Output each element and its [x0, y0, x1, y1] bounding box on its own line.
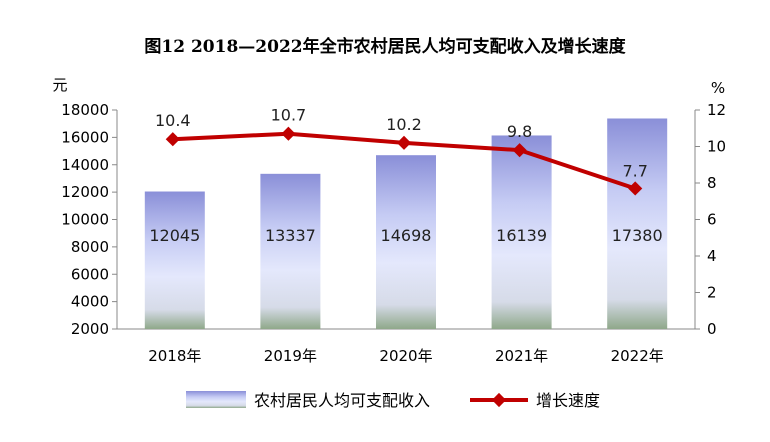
growth-rate-value-label: 10.4	[155, 111, 191, 130]
growth-rate-value-label: 10.7	[271, 106, 307, 125]
growth-rate-value-label: 10.2	[386, 115, 422, 134]
right-tick-label: 6	[707, 211, 717, 229]
income-bar	[491, 135, 552, 329]
left-tick-label: 6000	[71, 265, 109, 283]
growth-rate-point	[396, 135, 412, 150]
growth-rate-point	[512, 143, 527, 158]
growth-rate-point	[165, 132, 180, 147]
right-tick-label: 8	[707, 174, 717, 192]
left-tick-label: 12000	[61, 183, 109, 201]
legend-line-label: 增长速度	[536, 391, 600, 410]
income-bar	[607, 118, 668, 329]
growth-rate-value-label: 9.8	[507, 122, 532, 141]
growth-rate-value-label: 7.7	[622, 161, 647, 180]
left-tick-label: 10000	[61, 211, 109, 229]
chart-title: 图12 2018—2022年全市农村居民人均可支配收入及增长速度	[144, 37, 626, 57]
x-category-label: 2018年	[148, 347, 201, 365]
right-tick-label: 10	[707, 138, 726, 156]
left-tick-label: 16000	[61, 128, 109, 146]
growth-rate-point	[281, 126, 296, 141]
growth-rate-point	[628, 181, 643, 196]
x-category-label: 2022年	[611, 347, 664, 365]
income-bar	[260, 173, 321, 329]
right-axis-unit: %	[711, 79, 725, 97]
left-tick-label: 14000	[61, 156, 109, 174]
income-bar-value-label: 13337	[265, 226, 316, 245]
left-tick-label: 8000	[71, 238, 109, 256]
right-tick-label: 0	[707, 320, 717, 338]
left-tick-label: 2000	[71, 320, 109, 338]
left-tick-label: 18000	[61, 101, 109, 119]
x-category-label: 2019年	[264, 347, 317, 365]
left-tick-label: 4000	[71, 293, 109, 311]
x-category-label: 2020年	[379, 347, 432, 365]
legend-line-marker	[491, 392, 507, 408]
legend-bar-label: 农村居民人均可支配收入	[254, 391, 430, 410]
income-bar	[376, 155, 436, 329]
income-bar-value-label: 12045	[149, 226, 200, 245]
income-bar	[144, 191, 205, 329]
income-bar-value-label: 17380	[612, 226, 663, 245]
legend-bar-swatch	[186, 391, 246, 408]
income-bar-value-label: 14698	[381, 226, 432, 245]
x-category-label: 2021年	[495, 347, 548, 365]
income-bar-value-label: 16139	[496, 226, 547, 245]
left-axis-unit: 元	[52, 76, 67, 94]
right-tick-label: 2	[707, 284, 717, 302]
right-tick-label: 4	[707, 247, 717, 265]
right-tick-label: 12	[707, 101, 726, 119]
